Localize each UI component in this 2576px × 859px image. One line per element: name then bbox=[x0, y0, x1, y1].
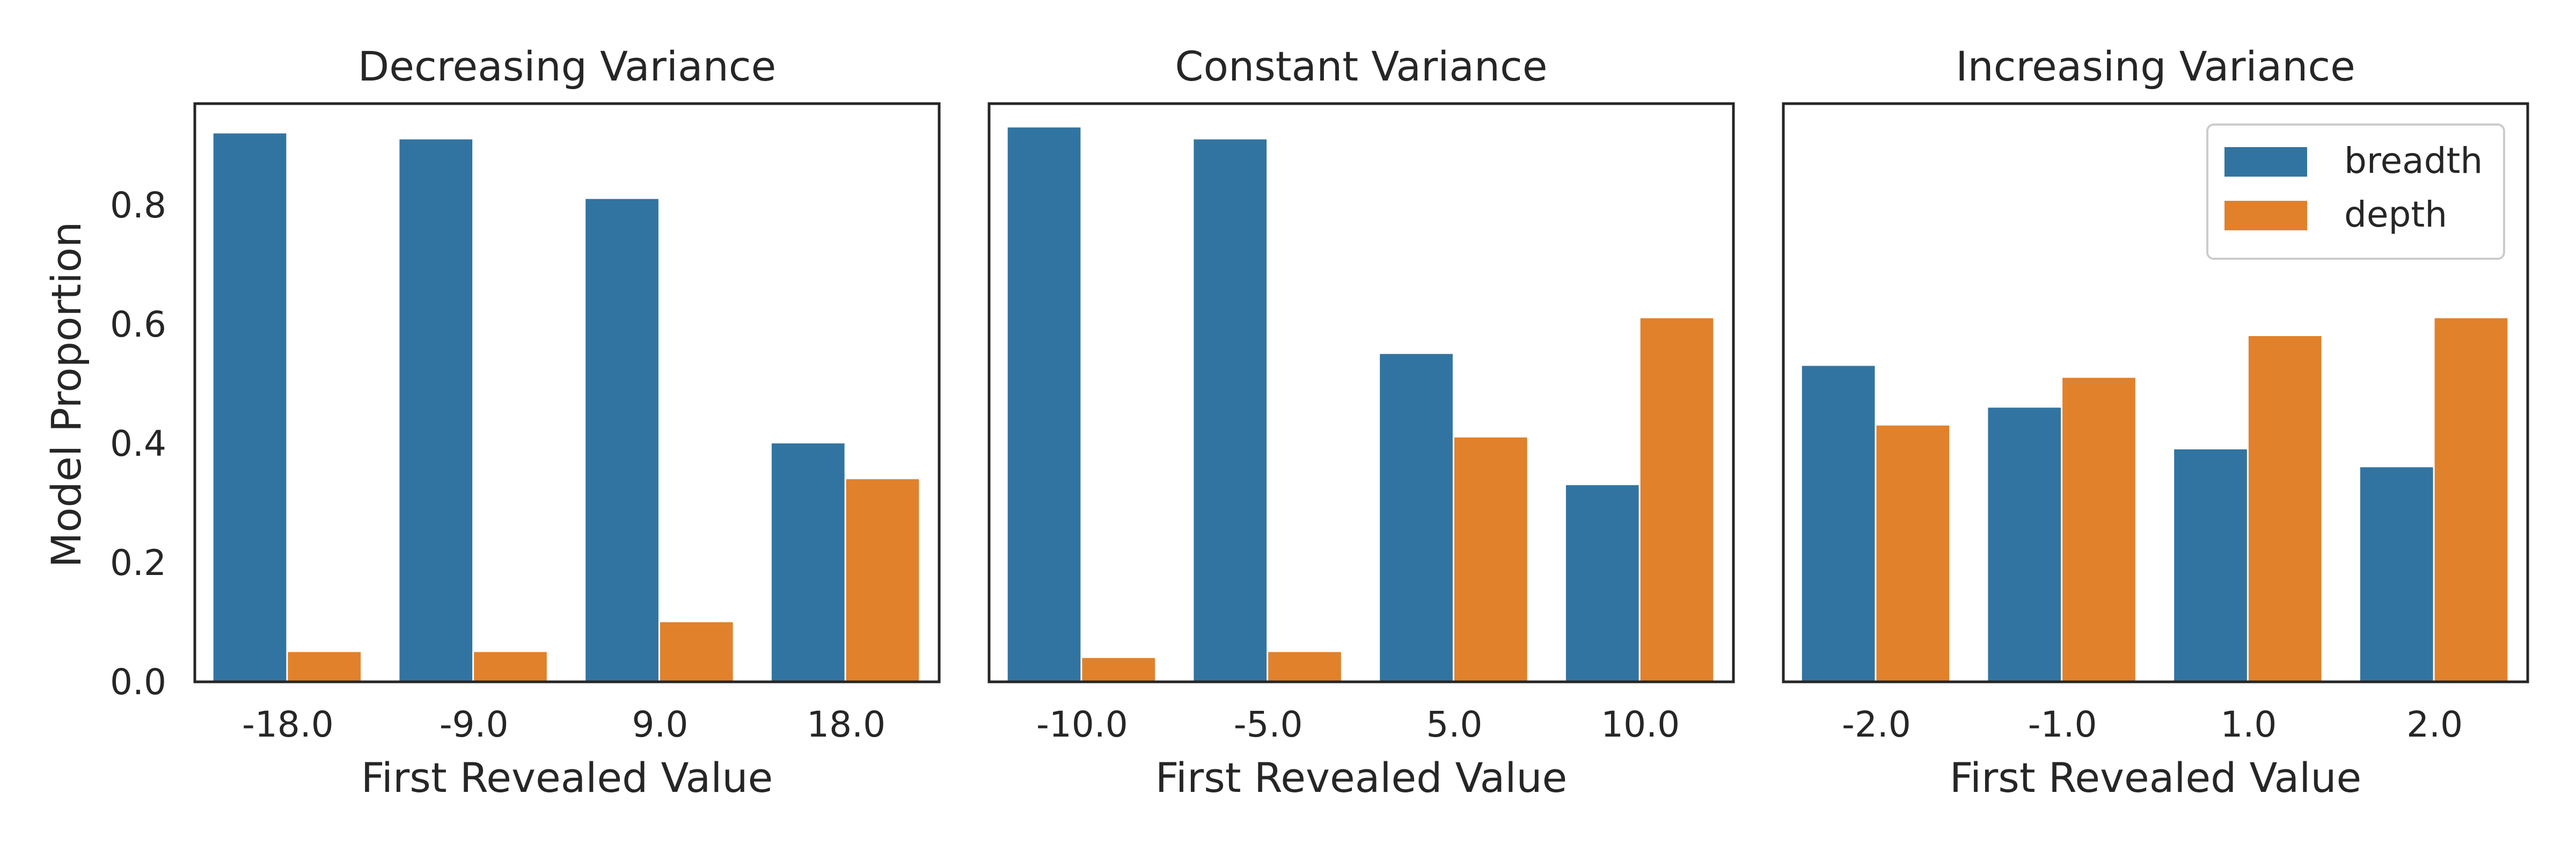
x-axis-label: First Revealed Value bbox=[1950, 754, 2362, 802]
x-tick-label: -9.0 bbox=[440, 704, 509, 745]
legend-swatch-breadth bbox=[2224, 147, 2307, 177]
panel-2: -10.0 -5.0 5.0 10.0 First Revealed Value Cons… bbox=[987, 42, 1735, 802]
x-axis-label: First Revealed Value bbox=[1155, 754, 1568, 802]
bar-depth-3 bbox=[660, 622, 733, 682]
bar-breadth-4 bbox=[2360, 467, 2433, 682]
y-tick-label: 0.2 bbox=[110, 542, 166, 584]
bar-breadth-3 bbox=[1380, 354, 1453, 682]
legend-label-breadth: breadth bbox=[2344, 140, 2483, 181]
bar-breadth-2 bbox=[1194, 139, 1267, 682]
x-tick-label: 18.0 bbox=[807, 704, 885, 745]
y-tick-label: 0.0 bbox=[110, 661, 166, 703]
bar-breadth-4 bbox=[771, 443, 845, 682]
x-axis-label: First Revealed Value bbox=[361, 754, 773, 802]
bar-depth-1 bbox=[1876, 425, 1950, 682]
panel-title: Decreasing Variance bbox=[358, 42, 777, 90]
legend-label-depth: depth bbox=[2344, 194, 2447, 235]
y-axis-label: Model Proportion bbox=[42, 222, 90, 567]
bar-depth-1 bbox=[1082, 658, 1155, 682]
bar-breadth-3 bbox=[2174, 449, 2247, 682]
bar-depth-3 bbox=[1454, 437, 1527, 682]
legend-swatch-depth bbox=[2224, 201, 2307, 230]
y-tick-label: 0.4 bbox=[110, 423, 166, 464]
chart-panels: -18.0 -9.0 9.0 18.0 First Revealed Value Decr… bbox=[110, 42, 2529, 802]
legend: breadth depth bbox=[2206, 123, 2505, 260]
panel-frame bbox=[987, 102, 1735, 683]
bar-breadth-3 bbox=[586, 199, 658, 682]
x-tick-label: 9.0 bbox=[632, 704, 688, 745]
y-tick-label: 0.6 bbox=[110, 304, 166, 345]
x-tick-label: 2.0 bbox=[2406, 704, 2463, 745]
x-tick-label: 1.0 bbox=[2220, 704, 2277, 745]
bar-breadth-1 bbox=[1007, 127, 1081, 682]
y-tick-label: 0.8 bbox=[110, 185, 166, 226]
x-tick-label: -10.0 bbox=[1036, 704, 1128, 745]
bar-breadth-2 bbox=[399, 139, 473, 682]
bar-breadth-1 bbox=[1802, 366, 1875, 682]
bar-depth-1 bbox=[288, 652, 361, 682]
bar-depth-4 bbox=[846, 479, 919, 682]
x-tick-label: -1.0 bbox=[2028, 704, 2097, 745]
bar-depth-2 bbox=[1268, 652, 1341, 682]
x-tick-label: -2.0 bbox=[1842, 704, 1911, 745]
bar-breadth-1 bbox=[213, 133, 287, 682]
bar-depth-2 bbox=[474, 652, 547, 682]
panel-1: -18.0 -9.0 9.0 18.0 First Revealed Value Decr… bbox=[110, 42, 941, 802]
panel-frame bbox=[193, 102, 941, 683]
x-tick-label: 10.0 bbox=[1601, 704, 1680, 745]
bar-breadth-4 bbox=[1565, 485, 1639, 682]
bar-depth-2 bbox=[2062, 377, 2135, 682]
bar-depth-4 bbox=[2434, 318, 2508, 682]
bar-depth-4 bbox=[1640, 318, 1714, 682]
panel-title: Constant Variance bbox=[1175, 42, 1547, 90]
bar-depth-3 bbox=[2248, 336, 2322, 682]
panel-title: Increasing Variance bbox=[1956, 42, 2355, 90]
x-tick-label: -18.0 bbox=[242, 704, 334, 745]
x-tick-label: 5.0 bbox=[1426, 704, 1482, 745]
panel-3: -2.0 -1.0 1.0 2.0 First Revealed Value Increa… bbox=[1782, 42, 2529, 802]
x-tick-label: -5.0 bbox=[1234, 704, 1303, 745]
panel-frame bbox=[1782, 102, 2529, 683]
bar-breadth-2 bbox=[1988, 407, 2061, 682]
